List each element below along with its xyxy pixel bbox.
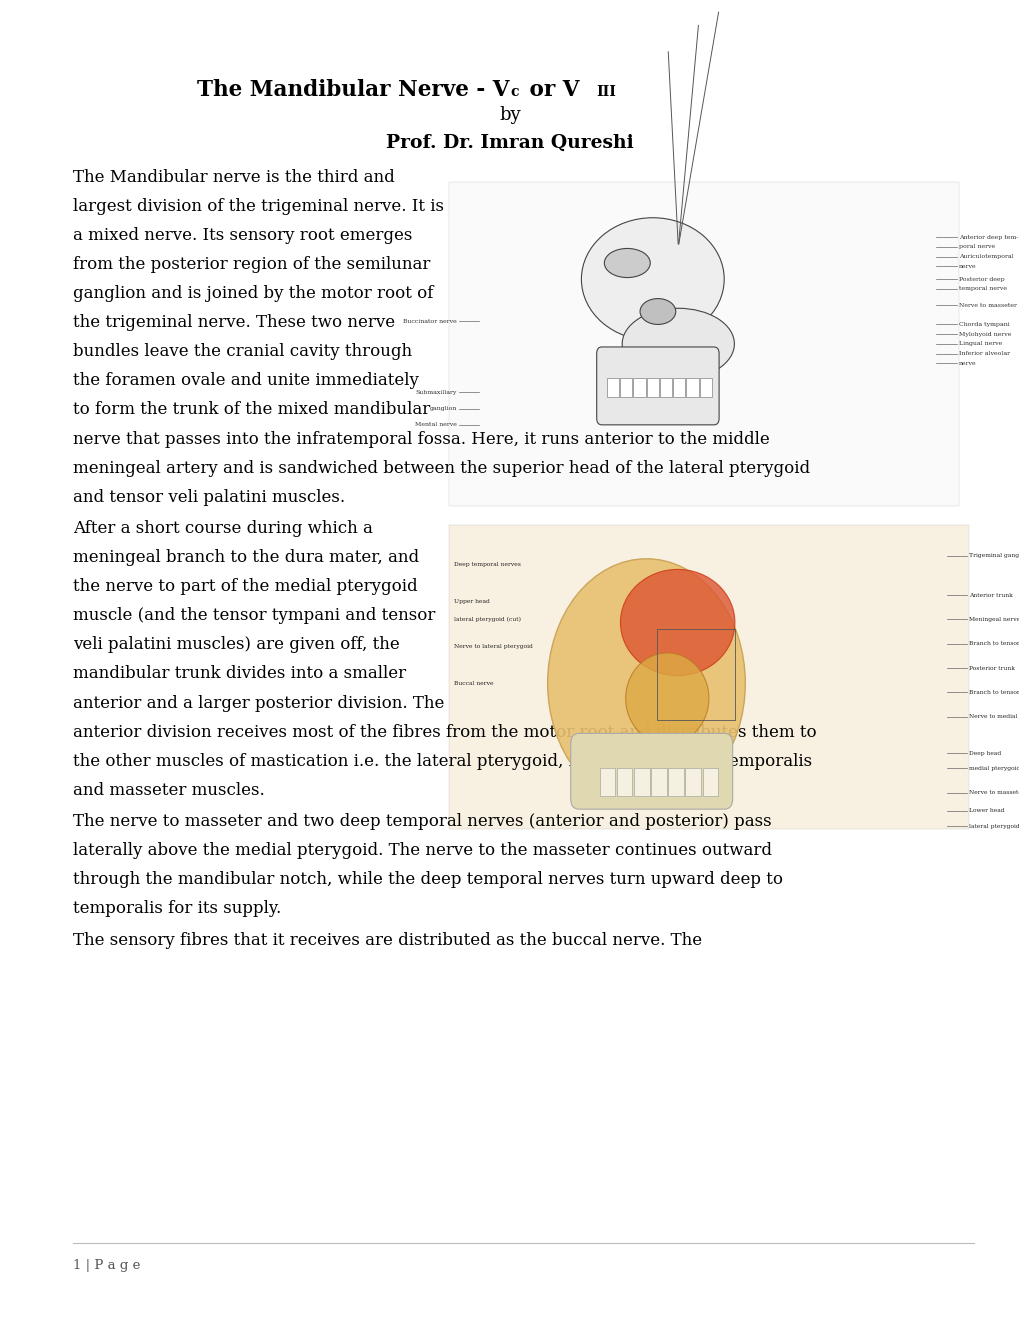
Text: nerve: nerve — [958, 264, 975, 269]
Text: ganglion and is joined by the motor root of: ganglion and is joined by the motor root… — [73, 285, 433, 302]
Ellipse shape — [625, 653, 708, 744]
Text: poral nerve: poral nerve — [958, 244, 994, 249]
FancyBboxPatch shape — [571, 734, 732, 809]
Text: The sensory fibres that it receives are distributed as the buccal nerve. The: The sensory fibres that it receives are … — [73, 932, 702, 949]
Ellipse shape — [581, 218, 723, 341]
Text: bundles leave the cranial cavity through: bundles leave the cranial cavity through — [73, 343, 412, 360]
Text: anterior division receives most of the fibres from the motor root and distribute: anterior division receives most of the f… — [73, 723, 816, 741]
Bar — [616, 768, 632, 796]
Text: veli palatini muscles) are given off, the: veli palatini muscles) are given off, th… — [73, 636, 399, 653]
Text: Branch to tensor veli palatini: Branch to tensor veli palatini — [968, 690, 1019, 694]
Bar — [646, 378, 658, 397]
Text: a mixed nerve. Its sensory root emerges: a mixed nerve. Its sensory root emerges — [73, 227, 413, 244]
Text: medial pterygoid: medial pterygoid — [968, 766, 1019, 771]
Text: The Mandibular nerve is the third and: The Mandibular nerve is the third and — [73, 169, 394, 186]
Ellipse shape — [640, 298, 676, 325]
FancyBboxPatch shape — [448, 182, 958, 506]
Bar — [686, 378, 698, 397]
Ellipse shape — [622, 309, 734, 379]
Ellipse shape — [603, 248, 650, 277]
Bar — [699, 378, 711, 397]
Bar — [634, 768, 649, 796]
Ellipse shape — [620, 569, 734, 676]
Text: Branch to tensor tympani: Branch to tensor tympani — [968, 642, 1019, 647]
Text: 1 | P a g e: 1 | P a g e — [73, 1259, 141, 1272]
Text: to form the trunk of the mixed mandibular: to form the trunk of the mixed mandibula… — [73, 401, 430, 418]
FancyBboxPatch shape — [596, 347, 718, 425]
Ellipse shape — [547, 558, 745, 808]
Text: III: III — [596, 86, 615, 99]
Text: Nerve to medial pterygoid: Nerve to medial pterygoid — [968, 714, 1019, 719]
Text: Mylohyoid nerve: Mylohyoid nerve — [958, 331, 1010, 337]
Text: Deep temporal nerves: Deep temporal nerves — [453, 562, 521, 568]
Text: The nerve to masseter and two deep temporal nerves (anterior and posterior) pass: The nerve to masseter and two deep tempo… — [73, 813, 771, 830]
Text: laterally above the medial pterygoid. The nerve to the masseter continues outwar: laterally above the medial pterygoid. Th… — [73, 842, 771, 859]
Text: nerve that passes into the infratemporal fossa. Here, it runs anterior to the mi: nerve that passes into the infratemporal… — [73, 430, 769, 447]
Bar — [650, 768, 666, 796]
Bar — [633, 378, 645, 397]
Text: Deep head: Deep head — [968, 751, 1001, 755]
Text: Trigeminal ganglion: Trigeminal ganglion — [968, 553, 1019, 558]
Bar — [702, 768, 717, 796]
Text: Buccal nerve: Buccal nerve — [453, 681, 493, 685]
Text: c: c — [510, 86, 518, 99]
Text: Auriculotemporal: Auriculotemporal — [958, 253, 1013, 259]
Text: Nerve to masseter: Nerve to masseter — [958, 302, 1016, 308]
Text: the other muscles of mastication i.e. the lateral pterygoid, medial pterygoid, t: the other muscles of mastication i.e. th… — [73, 752, 812, 770]
Bar — [685, 768, 700, 796]
Text: muscle (and the tensor tympani and tensor: muscle (and the tensor tympani and tenso… — [73, 607, 435, 624]
Text: Nerve to lateral pterygoid: Nerve to lateral pterygoid — [453, 644, 532, 649]
Text: and tensor veli palatini muscles.: and tensor veli palatini muscles. — [73, 488, 345, 506]
Text: temporal nerve: temporal nerve — [958, 286, 1006, 292]
Text: the trigeminal nerve. These two nerve: the trigeminal nerve. These two nerve — [73, 314, 395, 331]
Text: Posterior deep: Posterior deep — [958, 277, 1004, 281]
Bar — [673, 378, 685, 397]
Text: by: by — [498, 106, 521, 124]
Text: Mental nerve: Mental nerve — [415, 422, 457, 428]
Bar — [656, 628, 735, 719]
Text: meningeal branch to the dura mater, and: meningeal branch to the dura mater, and — [73, 549, 419, 566]
Text: Submaxillary: Submaxillary — [415, 389, 457, 395]
Text: or V: or V — [522, 79, 579, 102]
Text: largest division of the trigeminal nerve. It is: largest division of the trigeminal nerve… — [73, 198, 444, 215]
Text: through the mandibular notch, while the deep temporal nerves turn upward deep to: through the mandibular notch, while the … — [73, 871, 783, 888]
Text: Upper head: Upper head — [453, 599, 489, 603]
Bar — [620, 378, 632, 397]
Text: mandibular trunk divides into a smaller: mandibular trunk divides into a smaller — [73, 665, 407, 682]
Text: Anterior trunk: Anterior trunk — [968, 593, 1012, 598]
Text: anterior and a larger posterior division. The: anterior and a larger posterior division… — [73, 694, 444, 711]
Bar — [606, 378, 619, 397]
Text: Anterior deep tem-: Anterior deep tem- — [958, 235, 1017, 240]
Text: nerve: nerve — [958, 360, 975, 366]
Text: Prof. Dr. Imran Qureshi: Prof. Dr. Imran Qureshi — [386, 133, 633, 152]
Bar — [659, 378, 672, 397]
Text: lateral pterygoid (cut): lateral pterygoid (cut) — [453, 616, 521, 622]
Text: temporalis for its supply.: temporalis for its supply. — [73, 900, 281, 917]
Text: lateral pterygoid (cut): lateral pterygoid (cut) — [968, 824, 1019, 829]
Text: meningeal artery and is sandwiched between the superior head of the lateral pter: meningeal artery and is sandwiched betwe… — [73, 459, 810, 477]
Text: Lingual nerve: Lingual nerve — [958, 342, 1001, 346]
Text: Chorda tympani: Chorda tympani — [958, 322, 1009, 327]
Bar — [599, 768, 614, 796]
Text: Buccinator nerve: Buccinator nerve — [403, 318, 457, 323]
Text: The Mandibular Nerve - V: The Mandibular Nerve - V — [198, 79, 510, 102]
Text: the nerve to part of the medial pterygoid: the nerve to part of the medial pterygoi… — [73, 578, 418, 595]
Bar — [667, 768, 684, 796]
Text: from the posterior region of the semilunar: from the posterior region of the semilun… — [73, 256, 430, 273]
Text: Lower head: Lower head — [968, 808, 1004, 813]
Text: the foramen ovale and unite immediately: the foramen ovale and unite immediately — [73, 372, 419, 389]
Text: Posterior trunk: Posterior trunk — [968, 665, 1014, 671]
Text: ganglion: ganglion — [429, 407, 457, 411]
Text: Nerve to masseter: Nerve to masseter — [968, 791, 1019, 795]
Text: and masseter muscles.: and masseter muscles. — [73, 781, 265, 799]
Text: Inferior alveolar: Inferior alveolar — [958, 351, 1009, 356]
FancyBboxPatch shape — [448, 525, 968, 829]
Text: After a short course during which a: After a short course during which a — [73, 520, 373, 537]
Text: Meningeal nerve: Meningeal nerve — [968, 616, 1019, 622]
